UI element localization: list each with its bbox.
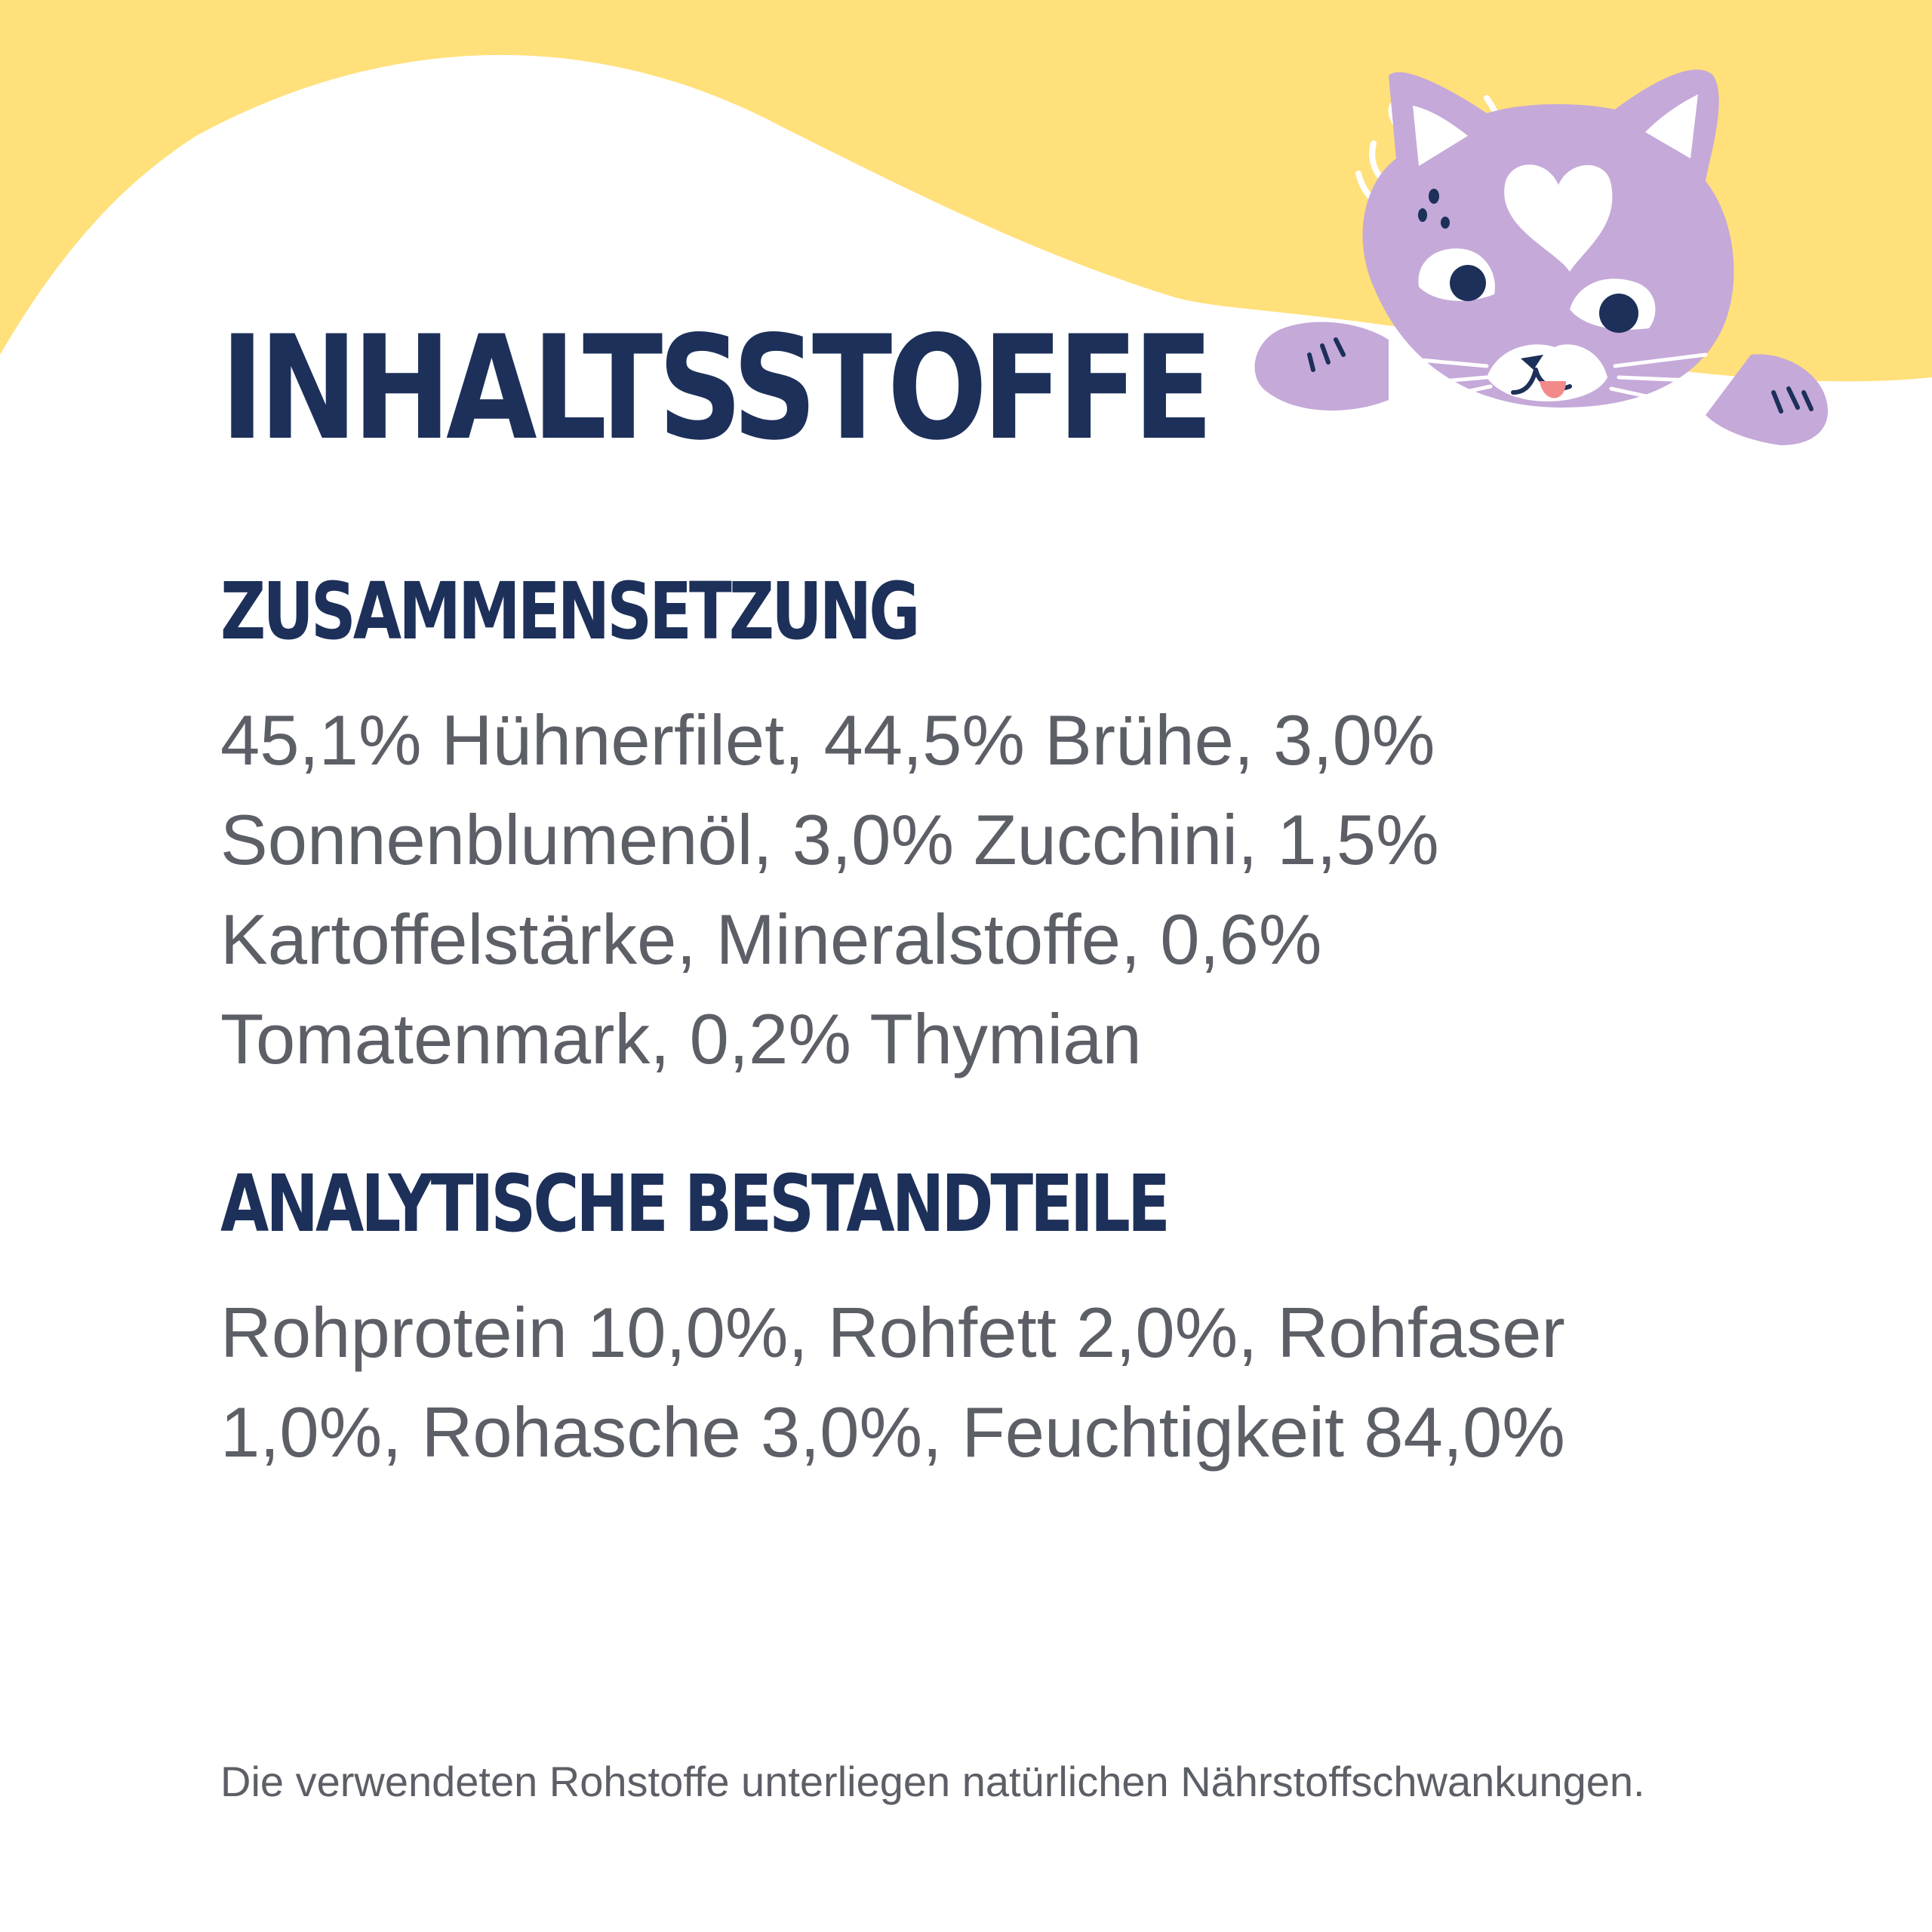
analytical-constituents-text: Rohprotein 10,0%, Rohfett 2,0%, Rohfaser…	[220, 1293, 1565, 1472]
cat-illustration	[1254, 69, 1828, 445]
composition-heading: ZUSAMMENSETZUNG	[220, 565, 921, 657]
footnote: Die verwendeten Rohstoffe unterliegen na…	[220, 1758, 1645, 1805]
analytical-constituents-heading: ANALYTISCHE BESTANDTEILE	[220, 1158, 1171, 1250]
composition-text: 45,1% Hühnerfilet, 44,5% Brühe, 3,0% Son…	[220, 700, 1439, 1078]
page-title: INHALTSSTOFFE	[220, 305, 1214, 472]
